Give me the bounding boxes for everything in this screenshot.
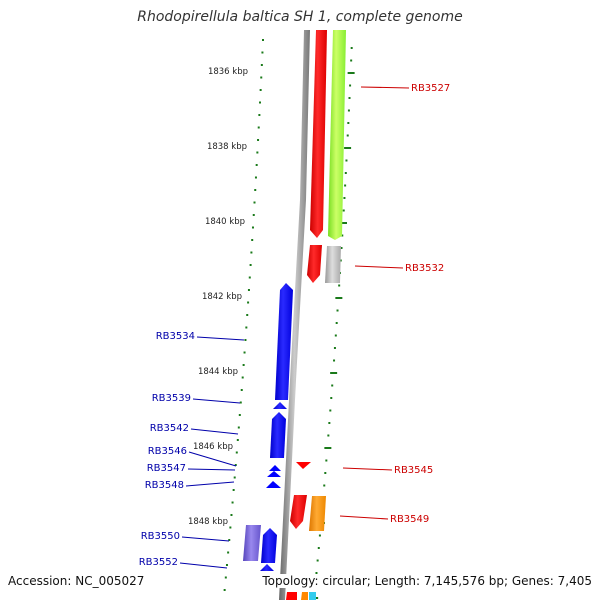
callout-line-rb3545 [342, 467, 393, 471]
label-rb3542[interactable]: RB3542 [150, 423, 189, 434]
scale-label-1844: 1844 kbp [198, 367, 238, 377]
forward-gene-labels: RB3527 RB3532 RB3545 RB3549 [390, 83, 450, 525]
scale-label-1842: 1842 kbp [202, 292, 242, 302]
gene-stub-cyan[interactable] [309, 592, 316, 600]
scale-labels: 1836 kbp 1838 kbp 1840 kbp 1842 kbp 1844… [188, 67, 248, 527]
gene-rb3550-purple[interactable] [243, 525, 261, 561]
reverse-gene-labels: RB3534 RB3539 RB3542 RB3546 RB3547 RB354… [139, 331, 195, 568]
label-rb3534[interactable]: RB3534 [156, 331, 195, 342]
label-rb3549[interactable]: RB3549 [390, 514, 429, 525]
gene-rb3552[interactable] [260, 564, 274, 571]
label-rb3548[interactable]: RB3548 [145, 480, 184, 491]
label-rb3547[interactable]: RB3547 [147, 463, 186, 474]
callout-line-rb3532 [354, 265, 404, 269]
forward-gene-callouts [339, 86, 410, 520]
label-rb3532[interactable]: RB3532 [405, 263, 444, 274]
label-rb3539[interactable]: RB3539 [152, 393, 191, 404]
scale-label-1840: 1840 kbp [205, 217, 245, 227]
gene-rb3532-red[interactable] [307, 245, 322, 283]
gene-green-cds[interactable] [328, 30, 346, 240]
scale-label-1836: 1836 kbp [208, 67, 248, 77]
gene-stub-orange[interactable] [301, 592, 308, 600]
label-rb3552[interactable]: RB3552 [139, 557, 178, 568]
gene-rb3534[interactable] [275, 283, 293, 400]
gene-rb3548[interactable] [266, 481, 281, 488]
gene-rb3550[interactable] [261, 528, 277, 563]
callout-line-rb3534 [196, 336, 245, 341]
gene-rb3532[interactable] [325, 246, 341, 283]
callout-line-rb3546 [188, 451, 237, 467]
gene-rb3549-red[interactable] [290, 495, 307, 529]
accession-text: Accession: NC_005027 [8, 574, 145, 588]
gene-rb3545[interactable] [296, 462, 311, 469]
callout-line-rb3547 [187, 468, 236, 471]
genome-title: Rhodopirellula baltica SH 1, complete ge… [137, 9, 463, 25]
label-rb3545[interactable]: RB3545 [394, 465, 433, 476]
gene-rb3547[interactable] [267, 471, 281, 477]
callout-line-rb3527 [360, 86, 410, 89]
gene-rb3527[interactable] [310, 30, 327, 238]
callout-line-rb3548 [185, 481, 235, 487]
genome-summary: Topology: circular; Length: 7,145,576 bp… [262, 574, 592, 588]
reverse-gene-callouts [179, 336, 245, 569]
label-rb3527[interactable]: RB3527 [411, 83, 450, 94]
gene-stub-red[interactable] [286, 592, 297, 600]
callout-line-rb3542 [190, 428, 239, 435]
scale-label-1846: 1846 kbp [193, 442, 233, 452]
gene-rb3549[interactable] [309, 496, 326, 531]
label-rb3546[interactable]: RB3546 [148, 446, 187, 457]
callout-line-rb3539 [192, 398, 241, 404]
label-rb3550[interactable]: RB3550 [141, 531, 180, 542]
callout-line-rb3550 [181, 536, 230, 542]
scale-label-1848: 1848 kbp [188, 517, 228, 527]
callout-line-rb3552 [179, 562, 228, 569]
gene-rb3546[interactable] [269, 465, 281, 471]
sequence-backbone [279, 30, 310, 600]
gene-rb3539[interactable] [273, 402, 287, 409]
callout-line-rb3549 [339, 515, 389, 520]
gene-rb3542[interactable] [270, 412, 286, 458]
scale-label-1838: 1838 kbp [207, 142, 247, 152]
